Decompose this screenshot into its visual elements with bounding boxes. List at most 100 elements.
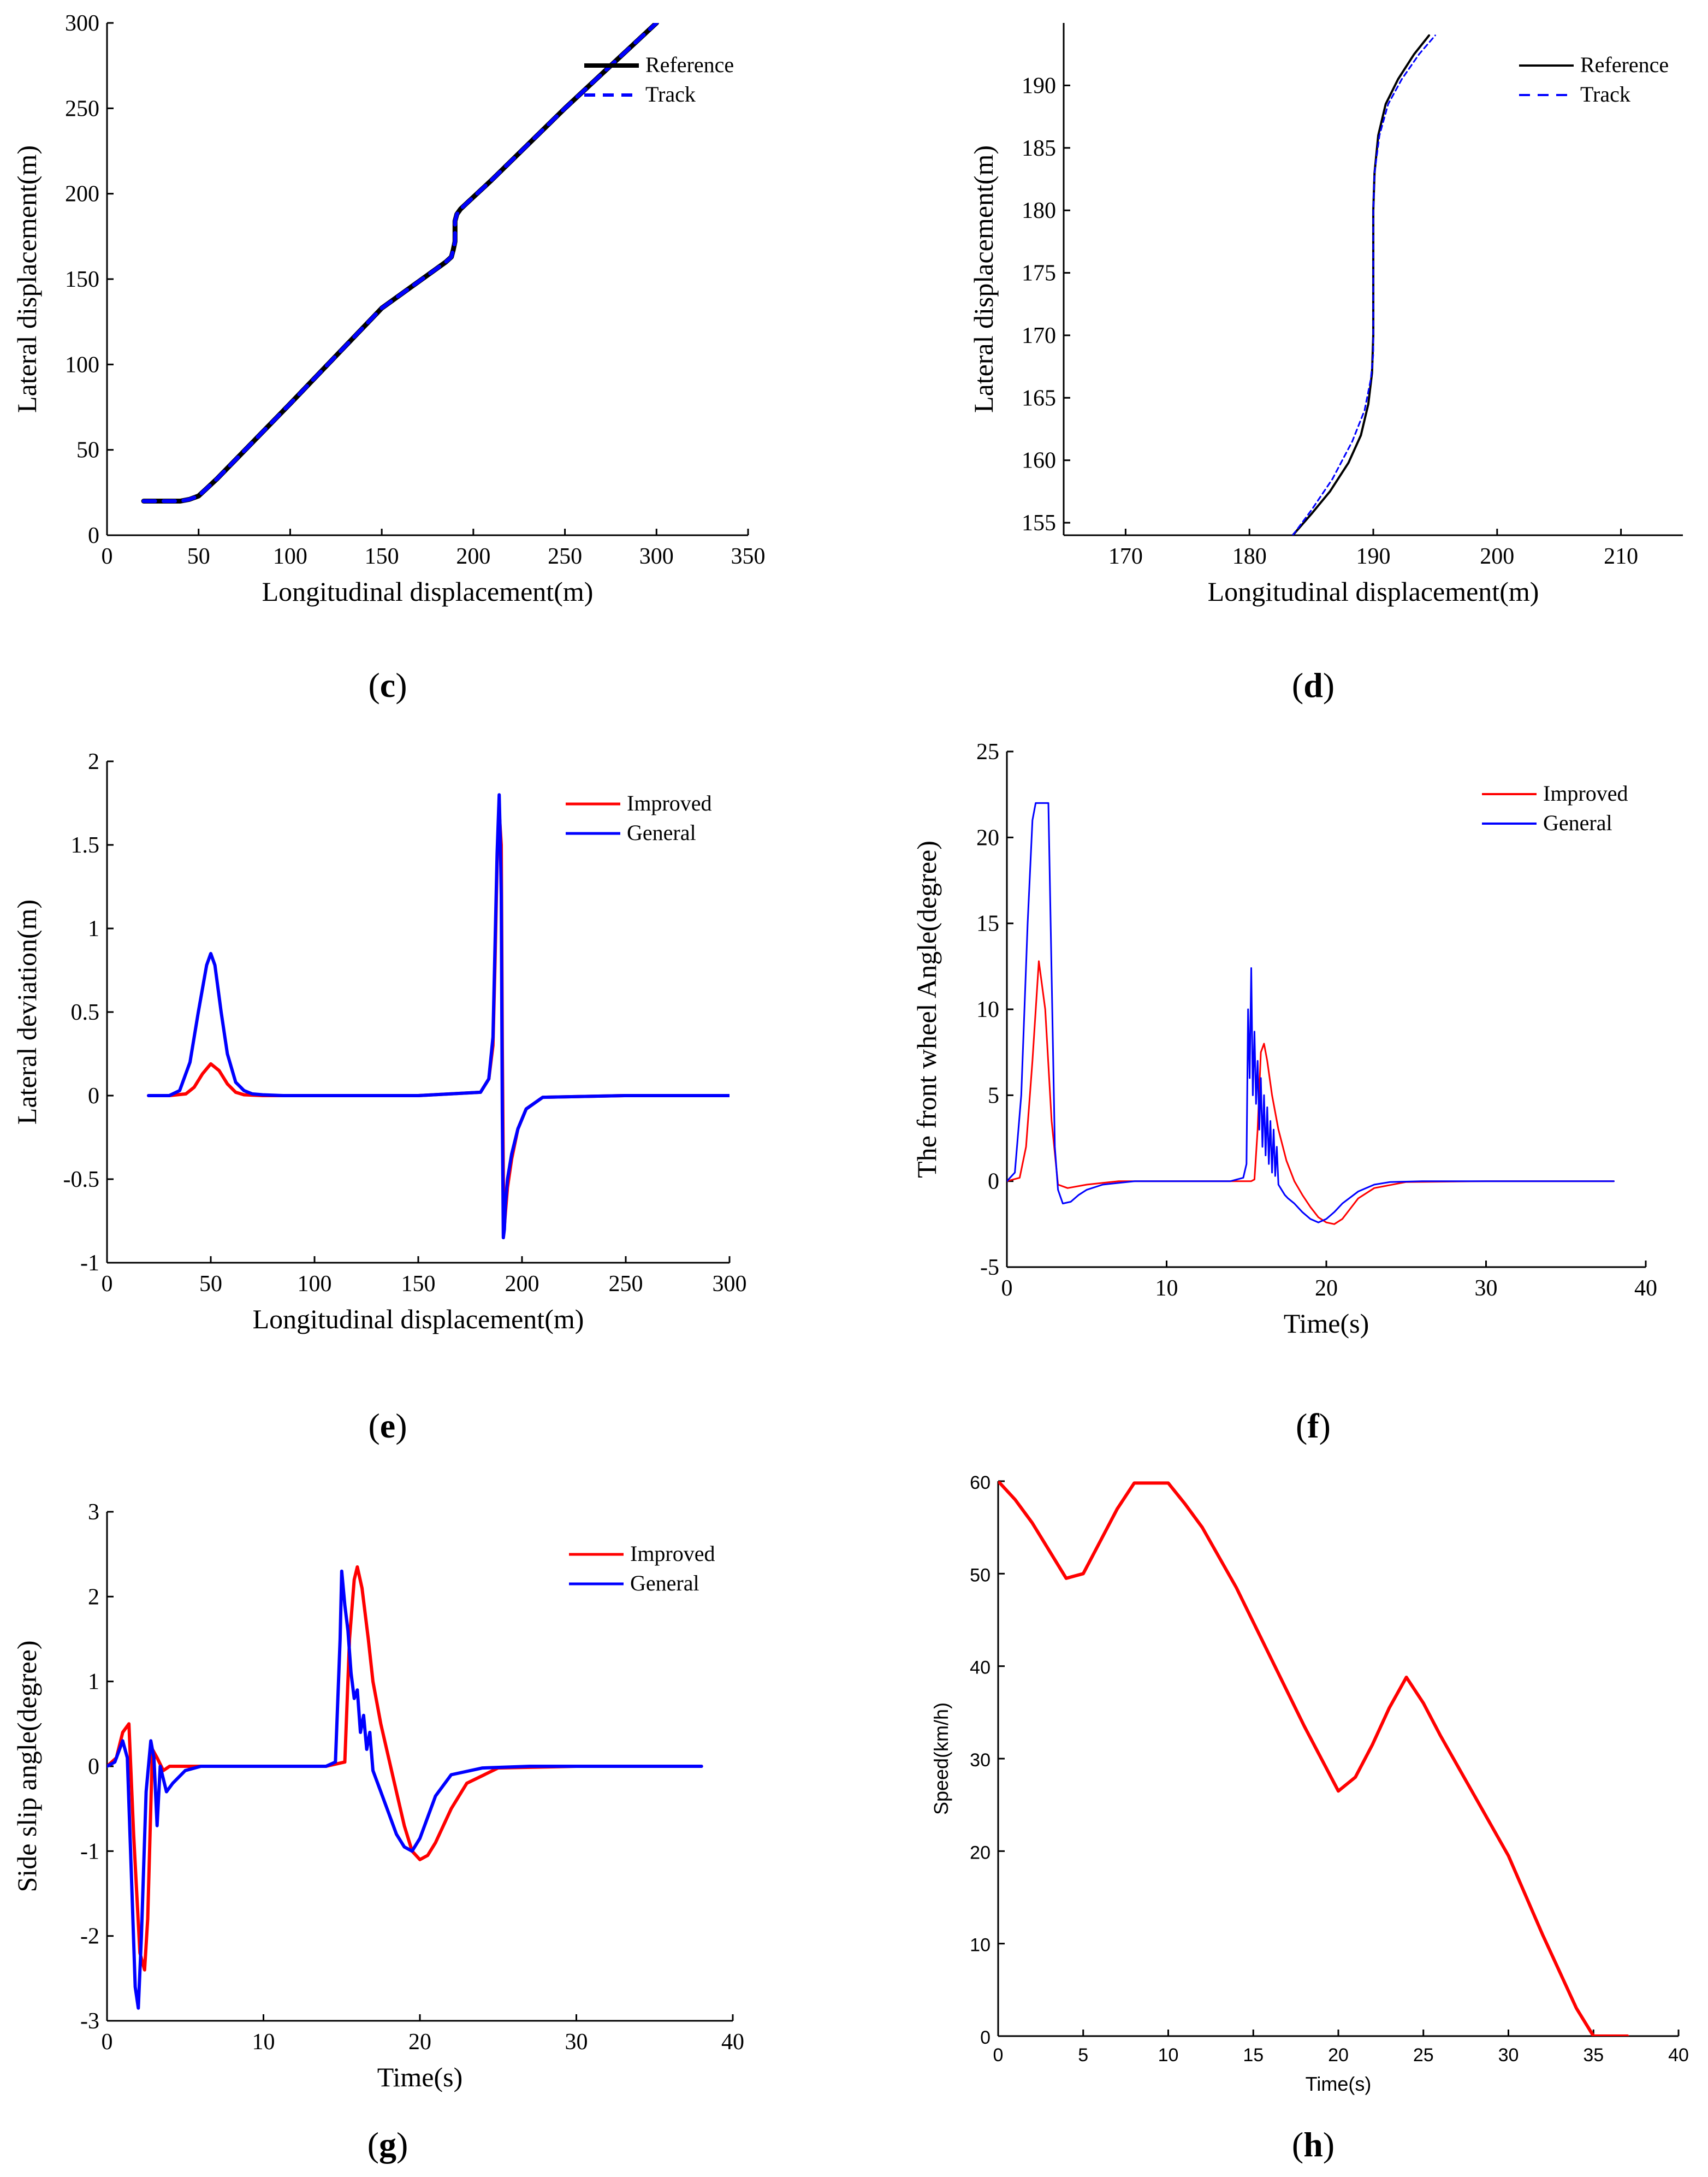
y-tick-label: 175 xyxy=(1022,261,1056,286)
x-tick-label: 10 xyxy=(1158,2045,1179,2066)
y-axis-label: Lateral displacement(m) xyxy=(968,145,999,413)
x-tick-label: 0 xyxy=(102,1271,113,1297)
y-tick-label: -2 xyxy=(80,1924,99,1949)
y-tick-label: 170 xyxy=(1022,323,1056,348)
x-axis-label: Time(s) xyxy=(1306,2073,1372,2095)
y-tick-label: 2 xyxy=(88,1584,99,1610)
x-tick-label: 150 xyxy=(365,544,399,569)
x-tick-label: 35 xyxy=(1583,2045,1604,2066)
x-tick-label: 180 xyxy=(1232,544,1267,569)
x-tick-label: 300 xyxy=(713,1271,747,1297)
x-tick-label: 0 xyxy=(102,544,113,569)
series-line-track xyxy=(141,23,659,503)
legend-label-improved: Improved xyxy=(1543,781,1628,806)
x-tick-label: 170 xyxy=(1108,544,1143,569)
caption-d: (d) xyxy=(1291,666,1335,705)
series-line-general xyxy=(107,1569,703,2010)
x-tick-label: 250 xyxy=(548,544,582,569)
plot-area xyxy=(107,1565,703,2010)
x-tick-label: 350 xyxy=(731,544,766,569)
y-tick-label: 2 xyxy=(88,749,99,774)
legend-label-reference: Reference xyxy=(645,52,734,77)
y-tick-label: 50 xyxy=(76,438,99,463)
y-tick-label: -1 xyxy=(80,1251,99,1276)
y-tick-label: 0.5 xyxy=(71,1000,100,1025)
y-tick-label: 0 xyxy=(988,1169,999,1194)
x-tick-label: 200 xyxy=(1480,544,1514,569)
legend-label-improved: Improved xyxy=(627,791,712,815)
x-tick-label: 30 xyxy=(565,2030,588,2055)
x-tick-label: 40 xyxy=(1668,2045,1689,2066)
x-tick-label: 150 xyxy=(401,1271,436,1297)
y-tick-label: 15 xyxy=(976,912,999,937)
x-tick-label: 200 xyxy=(505,1271,539,1297)
caption-e: (e) xyxy=(368,1406,407,1445)
y-tick-label: 1.5 xyxy=(71,833,100,858)
x-axis-label: Time(s) xyxy=(377,2062,463,2092)
x-tick-label: 20 xyxy=(408,2030,431,2055)
legend-label-track: Track xyxy=(645,82,696,107)
x-axis-label: Longitudinal displacement(m) xyxy=(253,1304,584,1334)
y-tick-label: 185 xyxy=(1022,136,1056,161)
x-axis-label: Longitudinal displacement(m) xyxy=(262,576,594,607)
plot-area xyxy=(1291,34,1436,535)
x-tick-label: 0 xyxy=(102,2030,113,2055)
y-tick-label: 0 xyxy=(88,1084,99,1109)
series-line-track xyxy=(1292,34,1436,535)
y-tick-label: 180 xyxy=(1022,198,1056,223)
y-tick-label: 30 xyxy=(970,1750,991,1771)
x-tick-label: 0 xyxy=(1001,1276,1013,1301)
x-tick-label: 10 xyxy=(1155,1276,1178,1301)
caption-h: (h) xyxy=(1291,2125,1335,2164)
x-tick-label: 50 xyxy=(199,1271,222,1297)
y-tick-label: 160 xyxy=(1022,448,1056,474)
x-tick-label: 40 xyxy=(721,2030,744,2055)
y-tick-label: 20 xyxy=(970,1842,991,1863)
y-axis-label: Speed(km/h) xyxy=(930,1702,952,1815)
x-tick-label: 190 xyxy=(1356,544,1391,569)
y-tick-label: 5 xyxy=(988,1083,999,1108)
plot-area xyxy=(998,1481,1629,2036)
y-tick-label: 100 xyxy=(65,352,99,377)
y-tick-label: 250 xyxy=(65,96,99,121)
series-line-general xyxy=(147,793,730,1240)
x-tick-label: 5 xyxy=(1078,2045,1088,2066)
y-tick-label: -3 xyxy=(80,2009,99,2034)
y-tick-label: 20 xyxy=(976,825,999,850)
y-tick-label: 0 xyxy=(88,1754,99,1779)
series-line-general xyxy=(1007,802,1615,1223)
x-tick-label: 0 xyxy=(993,2045,1004,2066)
x-tick-label: 30 xyxy=(1475,1276,1498,1301)
y-tick-label: -0.5 xyxy=(63,1167,100,1192)
y-tick-label: 0 xyxy=(88,523,99,548)
x-axis-label: Time(s) xyxy=(1284,1308,1369,1339)
legend-label-general: General xyxy=(630,1571,699,1595)
y-tick-label: 1 xyxy=(88,1670,99,1695)
x-tick-label: 15 xyxy=(1243,2045,1264,2066)
x-tick-label: 30 xyxy=(1498,2045,1519,2066)
y-axis-label: Lateral deviation(m) xyxy=(11,900,42,1125)
legend-label-improved: Improved xyxy=(630,1541,715,1566)
y-axis-label: The front wheel Angle(degree) xyxy=(911,841,942,1178)
x-tick-label: 200 xyxy=(456,544,490,569)
y-tick-label: 60 xyxy=(970,1472,991,1493)
series-line xyxy=(998,1481,1629,2036)
x-tick-label: 40 xyxy=(1634,1276,1657,1301)
y-tick-label: 10 xyxy=(970,1935,991,1956)
y-tick-label: 25 xyxy=(976,740,999,765)
y-tick-label: 300 xyxy=(65,11,99,36)
plot-area xyxy=(141,23,659,504)
y-tick-label: 50 xyxy=(970,1565,991,1586)
series-line-improved xyxy=(1007,960,1615,1225)
caption-g: (g) xyxy=(367,2125,408,2164)
x-tick-label: 210 xyxy=(1604,544,1638,569)
legend-label-reference: Reference xyxy=(1580,52,1669,77)
y-tick-label: 190 xyxy=(1022,73,1056,98)
x-tick-label: 100 xyxy=(298,1271,332,1297)
y-tick-label: 40 xyxy=(970,1658,991,1678)
legend-label-track: Track xyxy=(1580,82,1630,107)
